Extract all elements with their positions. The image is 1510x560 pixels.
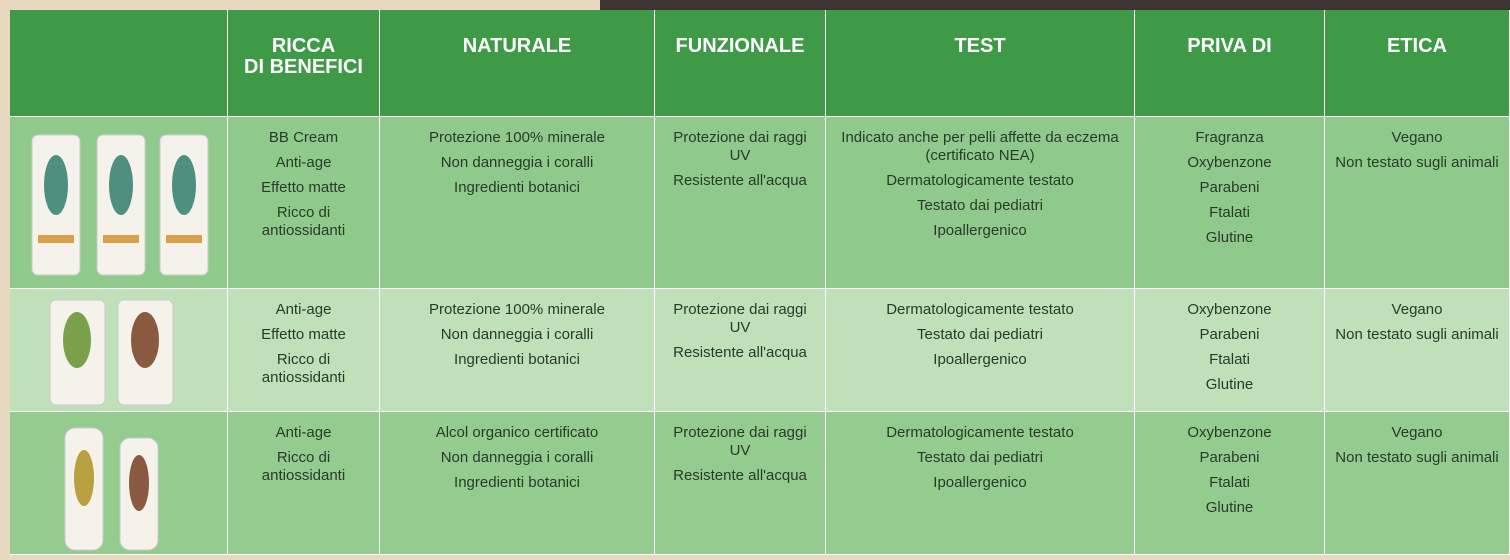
cell-item: Non testato sugli animali [1335, 154, 1499, 171]
cell-item: Glutine [1205, 499, 1254, 516]
product-image [49, 299, 174, 406]
table-cell: BB Cream Anti-age Effetto matte Ricco di an… [228, 117, 380, 289]
cell-item: Glutine [1205, 229, 1254, 246]
cell-item: Testato dai pediatri [917, 197, 1043, 214]
cell-item: Resistente all'acqua [673, 467, 807, 484]
table-cell [10, 412, 228, 555]
cell-item: Anti-age [275, 301, 332, 318]
cell-item: Parabeni [1199, 449, 1260, 466]
cell-item: Effetto matte [261, 179, 346, 196]
table-cell: Protezione dai raggi UV Resistente all'ac… [655, 117, 826, 289]
header-text: DI BENEFICI [244, 56, 363, 78]
product-image [31, 134, 209, 276]
cell-item: Vegano [1391, 301, 1443, 318]
cell-item: BB Cream [268, 129, 339, 146]
table-cell: FUNZIONALE [655, 10, 826, 117]
cell-item: Dermatologicamente testato [886, 301, 1074, 318]
table-cell: TEST [826, 10, 1135, 117]
table-cell: Vegano Non testato sugli animali [1325, 412, 1510, 555]
cell-item: Anti-age [275, 424, 332, 441]
table-cell: Protezione 100% minerale Non danneggia i … [380, 289, 655, 412]
cell-item: Dermatologicamente testato [886, 424, 1074, 441]
cell-item: Testato dai pediatri [917, 449, 1043, 466]
cell-item: Effetto matte [261, 326, 346, 343]
cell-item: Oxybenzone [1187, 301, 1272, 318]
cell-item: Indicato anche per pelli affette da ecze… [841, 129, 1119, 164]
table-cell: Alcol organico certificato Non danneggia … [380, 412, 655, 555]
header-text: ETICA [1387, 35, 1447, 57]
table-cell: NATURALE [380, 10, 655, 117]
cell-item: Resistente all'acqua [673, 172, 807, 189]
cell-item: Resistente all'acqua [673, 344, 807, 361]
table-cell: ETICA [1325, 10, 1510, 117]
header-text: TEST [954, 35, 1006, 57]
table-cell: Indicato anche per pelli affette da ecze… [826, 117, 1135, 289]
table-cell: Protezione dai raggi UV Resistente all'ac… [655, 289, 826, 412]
cell-item: Parabeni [1199, 179, 1260, 196]
cell-item: Ingredienti botanici [454, 179, 580, 196]
table-cell [10, 10, 228, 117]
table-cell: RICCA DI BENEFICI [228, 10, 380, 117]
cell-item: Ricco di antiossidanti [261, 449, 346, 484]
header-text: PRIVA DI [1187, 35, 1272, 57]
cell-item: Protezione 100% minerale [429, 301, 605, 318]
table-cell: PRIVA DI [1135, 10, 1325, 117]
table-cell: Vegano Non testato sugli animali [1325, 289, 1510, 412]
cell-item: Vegano [1391, 424, 1443, 441]
table-cell: Dermatologicamente testato Testato dai pe… [826, 412, 1135, 555]
cell-item: Alcol organico certificato [435, 424, 599, 441]
cell-item: Protezione dai raggi UV [673, 424, 807, 459]
cell-item: Ipoallergenico [933, 351, 1027, 368]
table-cell: Protezione 100% minerale Non danneggia i … [380, 117, 655, 289]
cell-item: Ftalati [1209, 474, 1250, 491]
header-text: FUNZIONALE [675, 35, 805, 57]
table-cell: Oxybenzone Parabeni Ftalati Glutine [1135, 289, 1325, 412]
header-text: RICCA [271, 35, 336, 57]
cell-item: Protezione dai raggi UV [673, 129, 807, 164]
cell-item: Ricco di antiossidanti [261, 351, 346, 386]
cell-item: Protezione 100% minerale [429, 129, 605, 146]
table-cell: Protezione dai raggi UV Resistente all'ac… [655, 412, 826, 555]
cell-item: Ftalati [1209, 351, 1250, 368]
cell-item: Anti-age [275, 154, 332, 171]
photo-strip [600, 0, 1510, 10]
cell-item: Oxybenzone [1187, 154, 1272, 171]
cell-item: Ricco di antiossidanti [261, 204, 346, 239]
cell-item: Vegano [1391, 129, 1443, 146]
cell-item: Fragranza [1195, 129, 1264, 146]
cell-item: Non testato sugli animali [1335, 326, 1499, 343]
cell-item: Testato dai pediatri [917, 326, 1043, 343]
header-text: NATURALE [462, 35, 572, 57]
cell-item: Oxybenzone [1187, 424, 1272, 441]
cell-item: Parabeni [1199, 326, 1260, 343]
cell-item: Non danneggia i coralli [440, 154, 594, 171]
cell-item: Non danneggia i coralli [440, 326, 594, 343]
table-cell: Oxybenzone Parabeni Ftalati Glutine [1135, 412, 1325, 555]
cell-item: Protezione dai raggi UV [673, 301, 807, 336]
cell-item: Non testato sugli animali [1335, 449, 1499, 466]
table-cell: Anti-age Ricco di antiossidanti [228, 412, 380, 555]
cell-item: Dermatologicamente testato [886, 172, 1074, 189]
cell-item: Ftalati [1209, 204, 1250, 221]
table-cell: Dermatologicamente testato Testato dai pe… [826, 289, 1135, 412]
product-image [64, 427, 159, 551]
cell-item: Ingredienti botanici [454, 351, 580, 368]
cell-item: Non danneggia i coralli [440, 449, 594, 466]
cell-item: Ingredienti botanici [454, 474, 580, 491]
cell-item: Ipoallergenico [933, 474, 1027, 491]
table-cell: Vegano Non testato sugli animali [1325, 117, 1510, 289]
cell-item: Ipoallergenico [933, 222, 1027, 239]
cell-item: Glutine [1205, 376, 1254, 393]
table-cell: Fragranza Oxybenzone Parabeni Ftalati Glutin… [1135, 117, 1325, 289]
table-cell: Anti-age Effetto matte Ricco di antiossida… [228, 289, 380, 412]
